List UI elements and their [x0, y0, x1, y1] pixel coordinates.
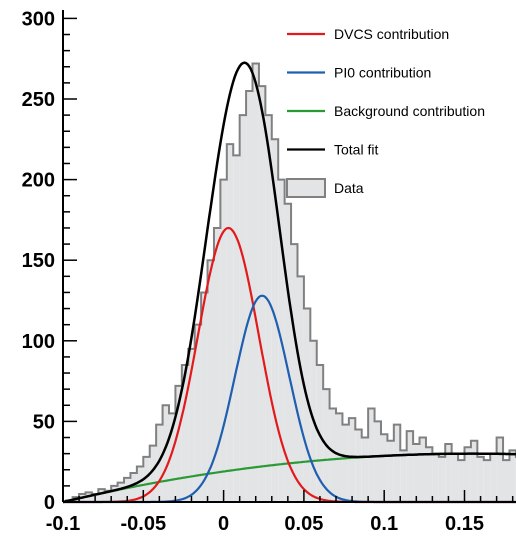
- histogram-bar: [464, 447, 471, 502]
- histogram-bar: [503, 460, 510, 502]
- histogram-bar: [291, 244, 298, 502]
- histogram-bar: [438, 456, 446, 502]
- histogram-bar: [470, 440, 478, 502]
- y-tick-label: 150: [22, 250, 55, 272]
- x-tick-label: 0.1: [370, 513, 398, 535]
- histogram-bar: [233, 155, 240, 503]
- histogram-bar: [124, 477, 131, 502]
- histogram-bar: [258, 86, 266, 502]
- data-histogram: [65, 62, 516, 503]
- histogram-bar: [419, 437, 426, 502]
- histogram-bar: [336, 413, 343, 502]
- x-ticks: -0.1 -0.05 0 0.05 0.1 0.15: [46, 490, 514, 535]
- histogram-bar: [188, 348, 195, 502]
- histogram-bar: [246, 90, 253, 502]
- legend-label: Data: [334, 180, 364, 196]
- y-tick-label: 0: [44, 492, 55, 514]
- histogram-bar: [374, 421, 381, 502]
- histogram-bar: [400, 450, 407, 502]
- total-fit-curve: [62, 61, 516, 504]
- y-tick-label: 50: [33, 411, 55, 433]
- histogram-bar: [162, 405, 169, 502]
- histogram-bar: [329, 408, 337, 502]
- histogram-bar: [445, 443, 452, 502]
- y-tick-label: 250: [22, 89, 55, 111]
- histogram-bar: [252, 63, 259, 502]
- histogram-bar: [175, 385, 182, 502]
- histogram-bar: [297, 276, 304, 502]
- histogram-bar: [387, 440, 394, 502]
- histogram-bar: [425, 447, 433, 502]
- histogram-bar: [111, 485, 118, 502]
- histogram-bar: [490, 453, 497, 502]
- histogram-bar: [432, 453, 439, 502]
- histogram-bar: [477, 456, 484, 502]
- legend-label: Total fit: [334, 142, 378, 158]
- histogram-bar: [143, 456, 150, 502]
- y-ticks: 0 50 100 150 200 250 300: [22, 8, 77, 514]
- histogram-bar: [213, 227, 221, 502]
- histogram-bar: [393, 424, 401, 502]
- x-tick-label: -0.1: [46, 513, 80, 535]
- histogram-bar: [194, 324, 202, 502]
- histogram-bar: [342, 424, 349, 502]
- histogram-bar: [380, 434, 388, 502]
- histogram-bar: [361, 437, 369, 502]
- histogram-bar: [413, 443, 420, 502]
- histogram-bar: [509, 450, 516, 502]
- histogram-bar: [156, 424, 163, 502]
- histogram-bar: [149, 445, 157, 502]
- histogram-bar: [136, 466, 144, 502]
- histogram-bar: [239, 115, 247, 503]
- histogram-bar: [355, 429, 362, 502]
- x-tick-label: 0: [218, 513, 229, 535]
- histogram-bar: [451, 453, 459, 502]
- x-tick-label: 0.05: [284, 513, 323, 535]
- histogram-bar: [117, 482, 125, 502]
- y-tick-label: 300: [22, 8, 55, 30]
- legend-label: PI0 contribution: [334, 65, 431, 81]
- histogram-outline: [65, 62, 516, 502]
- histogram-bar: [220, 179, 227, 502]
- legend-label: Background contribution: [334, 103, 485, 119]
- axes: [62, 10, 516, 503]
- histogram-bar: [201, 292, 208, 502]
- x-tick-label: 0.15: [445, 513, 484, 535]
- legend: DVCS contribution PI0 contribution Backgro…: [286, 26, 485, 198]
- histogram-bar: [348, 418, 356, 502]
- x-tick-label: -0.05: [121, 513, 167, 535]
- histogram-bar: [284, 203, 292, 502]
- histogram-bar: [483, 460, 491, 502]
- histogram-bar: [265, 115, 272, 503]
- histogram-bar: [303, 308, 311, 502]
- histogram-bar: [458, 460, 465, 502]
- legend-swatch-data: [286, 178, 326, 198]
- histogram-bar: [406, 431, 414, 502]
- y-tick-label: 100: [22, 331, 55, 353]
- histogram-bar: [207, 260, 214, 502]
- legend-label: DVCS contribution: [334, 26, 449, 42]
- y-tick-label: 200: [22, 170, 55, 192]
- histogram-bar: [104, 490, 112, 502]
- histogram-bar: [98, 489, 105, 502]
- histogram-bar: [168, 413, 176, 502]
- histogram-bar: [181, 364, 189, 502]
- histogram-bar: [226, 144, 234, 503]
- histogram-bar: [496, 437, 504, 502]
